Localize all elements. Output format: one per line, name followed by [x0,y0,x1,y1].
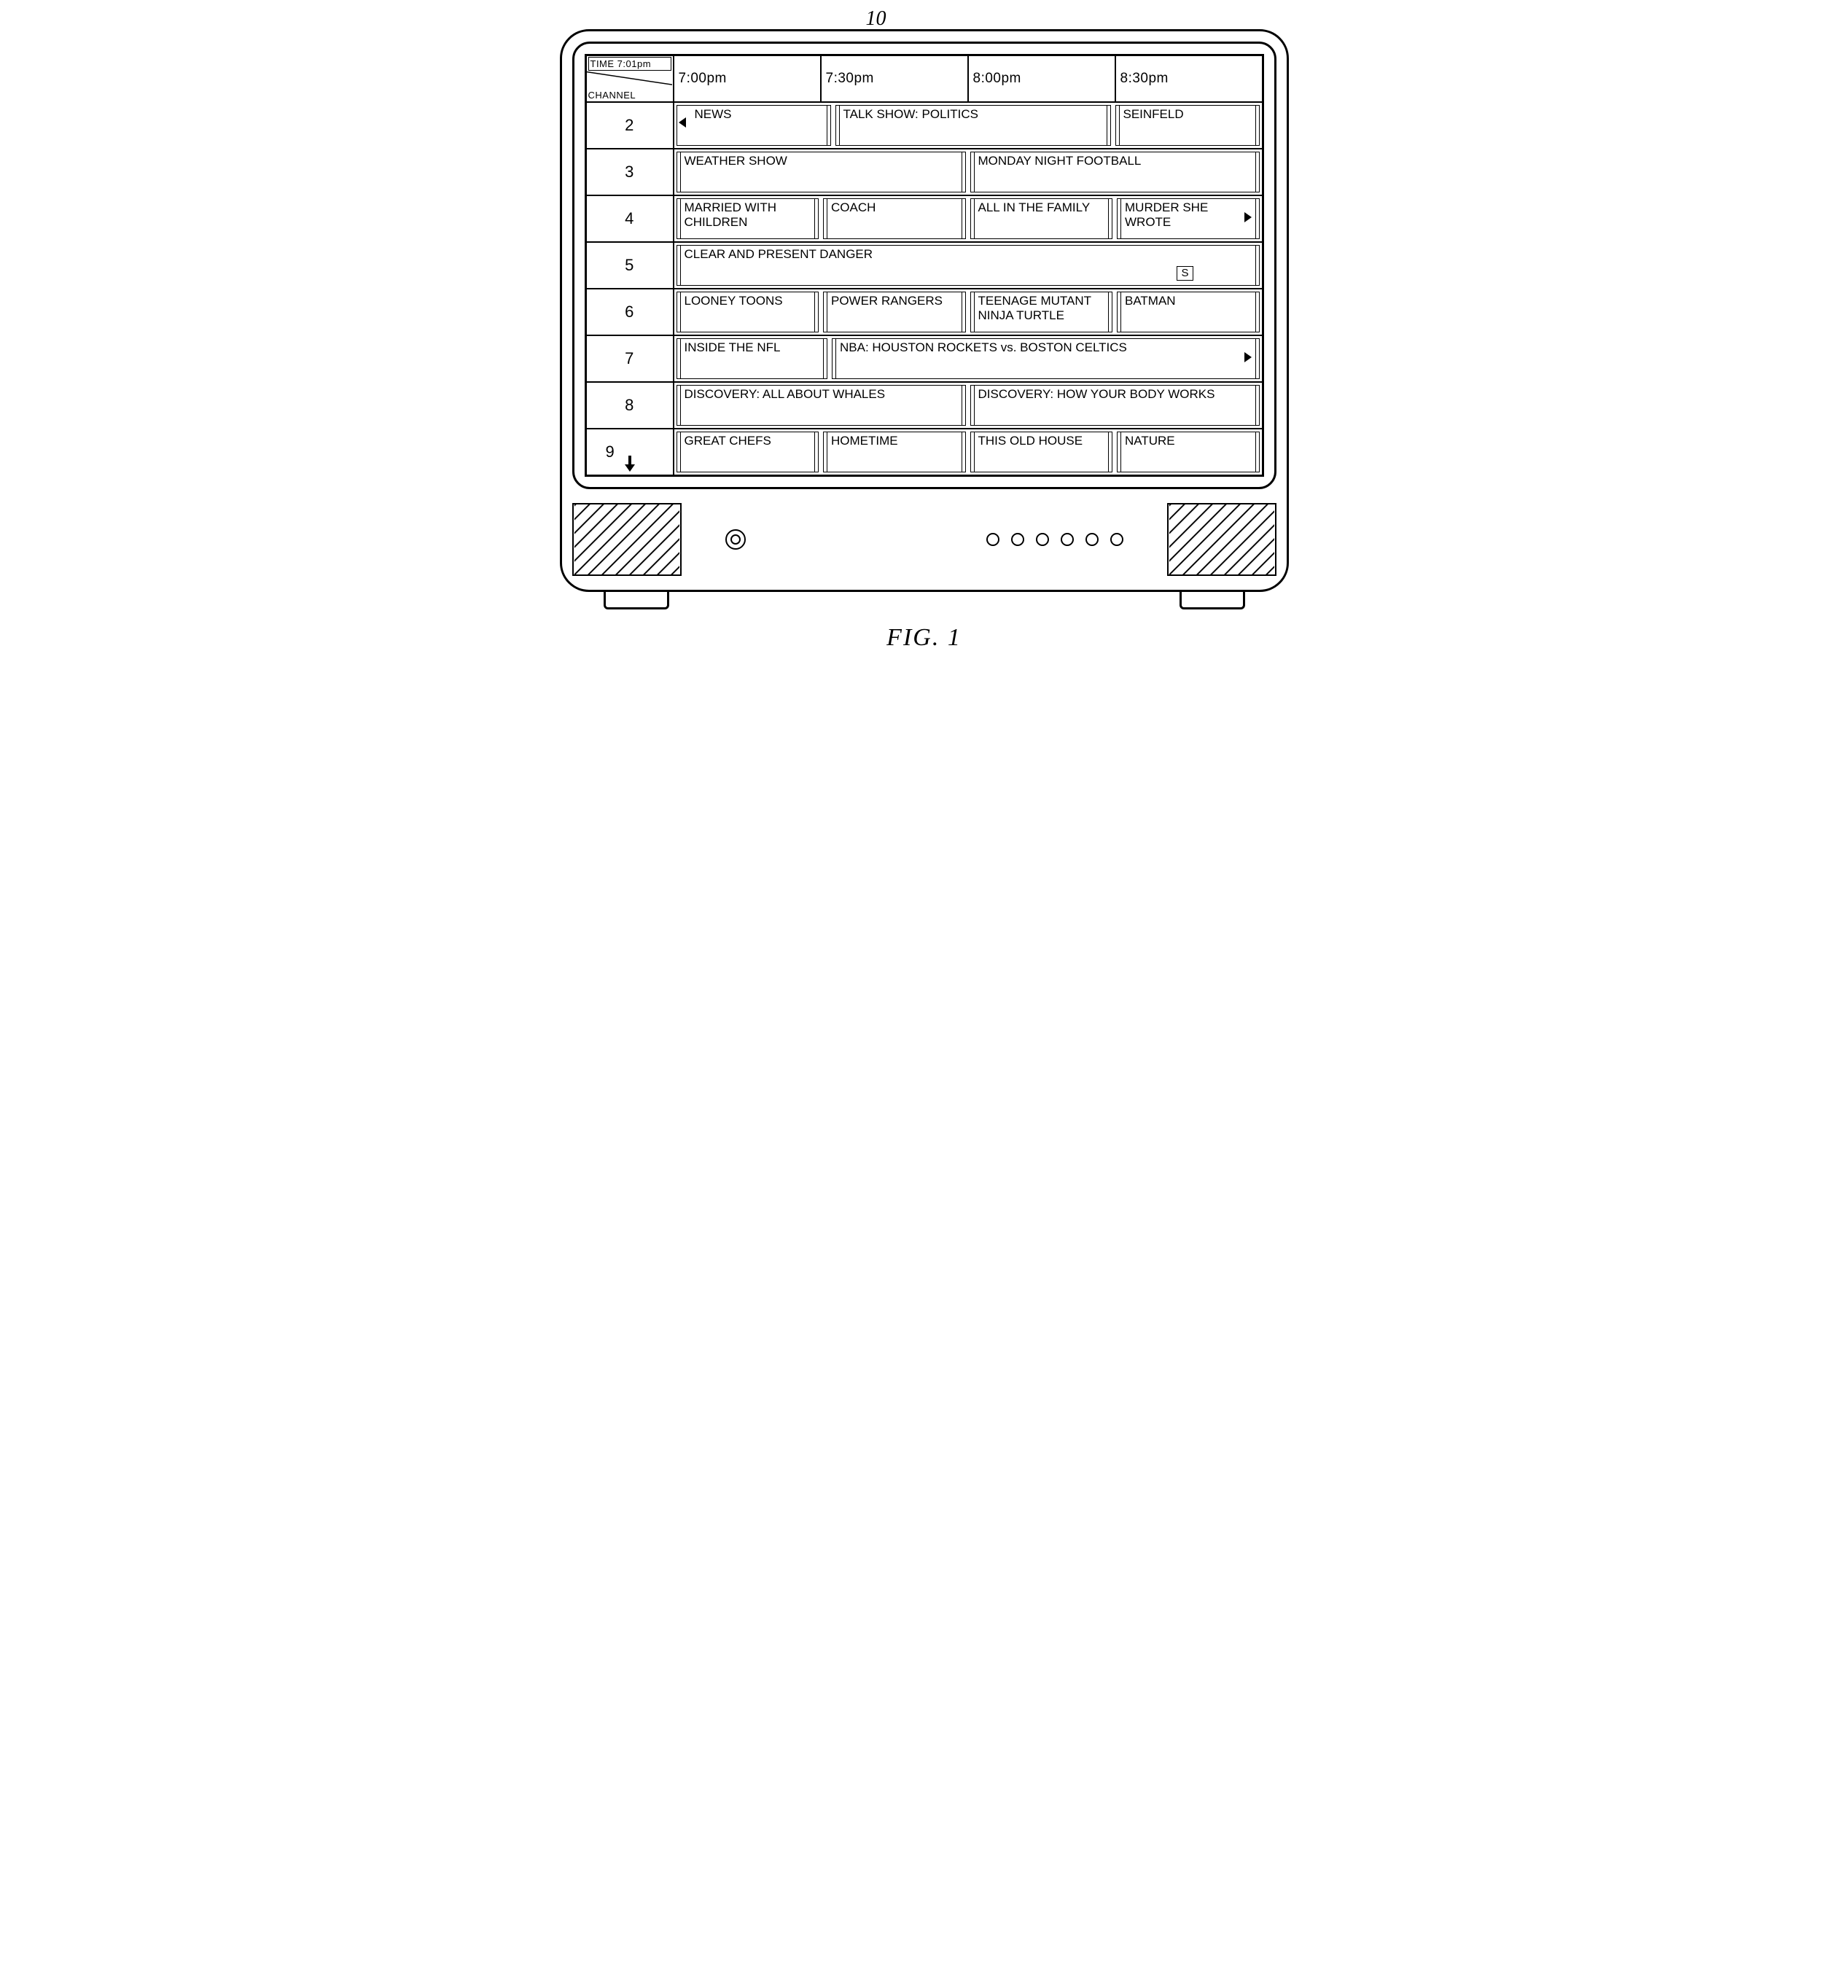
indicator-dot [1036,533,1049,546]
scroll-down-icon[interactable] [625,464,635,472]
channel-row: MARRIED WITH CHILDRENCOACHALL IN THE FAM… [674,195,1263,242]
channel-row: GREAT CHEFSHOMETIMETHIS OLD HOUSENATURE [674,429,1263,475]
continues-left-icon [679,117,686,128]
program-cell[interactable]: CLEAR AND PRESENT DANGERS [677,245,1260,286]
program-cell[interactable]: INSIDE THE NFL [677,338,828,379]
epg-screen: TIME 7:01pm CHANNEL 7:00pm 7:30pm 8:00pm… [585,54,1264,477]
channel-number[interactable]: 6 [586,289,674,335]
program-cell[interactable]: BATMAN [1117,292,1260,332]
channel-number[interactable]: 4 [586,195,674,242]
channel-row: INSIDE THE NFLNBA: HOUSTON ROCKETS vs. B… [674,335,1263,382]
speaker-right [1167,503,1276,576]
program-cell[interactable]: TEENAGE MUTANT NINJA TURTLE [970,292,1113,332]
channel-number[interactable]: 8 [586,382,674,429]
indicator-dot [1110,533,1123,546]
figure-1: 10 TIME 7:01pm CHANNEL 7:00pm 7:30pm [560,29,1289,652]
indicator-dots [986,533,1123,546]
program-cell[interactable]: NBA: HOUSTON ROCKETS vs. BOSTON CELTICS [832,338,1260,379]
indicator-dot [986,533,999,546]
time-channel-corner: TIME 7:01pm CHANNEL [586,55,674,102]
epg-grid: TIME 7:01pm CHANNEL 7:00pm 7:30pm 8:00pm… [586,55,1263,475]
channel-number[interactable]: 2 [586,102,674,149]
speaker-left [572,503,682,576]
program-cell[interactable]: MARRIED WITH CHILDREN [677,198,819,239]
figure-caption: FIG. 1 [560,624,1289,652]
program-cell[interactable]: GREAT CHEFS [677,432,819,472]
panel-controls [703,529,1145,550]
tv-foot-right [1180,590,1245,609]
channel-row: WEATHER SHOWMONDAY NIGHT FOOTBALL [674,149,1263,195]
tv-feet [560,590,1289,609]
program-cell[interactable]: THIS OLD HOUSE [970,432,1113,472]
tv-bezel-inner: TIME 7:01pm CHANNEL 7:00pm 7:30pm 8:00pm… [572,42,1276,489]
time-slot-3: 8:30pm [1115,55,1263,102]
program-cell[interactable]: HOMETIME [823,432,966,472]
program-cell[interactable]: DISCOVERY: ALL ABOUT WHALES [677,385,966,426]
channel-row: NEWSTALK SHOW: POLITICSSEINFELD [674,102,1263,149]
indicator-dot [1061,533,1074,546]
channel-axis-label: CHANNEL [588,90,636,101]
time-slot-1: 7:30pm [821,55,968,102]
channel-row: CLEAR AND PRESENT DANGERS [674,242,1263,289]
continues-right-icon [1244,352,1252,362]
channel-number[interactable]: 3 [586,149,674,195]
indicator-dot [1011,533,1024,546]
channel-row: LOONEY TOONSPOWER RANGERSTEENAGE MUTANT … [674,289,1263,335]
program-cell[interactable]: MONDAY NIGHT FOOTBALL [970,152,1260,192]
tv-front-panel [572,499,1276,580]
channel-number[interactable]: 9 [586,429,674,475]
tv-bezel-outer: TIME 7:01pm CHANNEL 7:00pm 7:30pm 8:00pm… [560,29,1289,592]
time-slot-0: 7:00pm [674,55,821,102]
program-cell[interactable]: LOONEY TOONS [677,292,819,332]
program-cell[interactable]: COACH [823,198,966,239]
indicator-dot [1085,533,1099,546]
time-slot-2: 8:00pm [968,55,1115,102]
program-cell[interactable]: MURDER SHE WROTE [1117,198,1260,239]
program-cell[interactable]: SEINFELD [1115,105,1260,146]
program-cell[interactable]: NATURE [1117,432,1260,472]
program-cell[interactable]: NEWS [677,105,831,146]
channel-row: DISCOVERY: ALL ABOUT WHALESDISCOVERY: HO… [674,382,1263,429]
program-cell[interactable]: DISCOVERY: HOW YOUR BODY WORKS [970,385,1260,426]
power-knob[interactable] [725,529,746,550]
reference-number: 10 [866,7,886,31]
program-cell[interactable]: TALK SHOW: POLITICS [835,105,1111,146]
tv-foot-left [604,590,669,609]
stereo-badge: S [1177,266,1193,281]
program-cell[interactable]: POWER RANGERS [823,292,966,332]
continues-right-icon [1244,212,1252,222]
channel-number[interactable]: 5 [586,242,674,289]
channel-number[interactable]: 7 [586,335,674,382]
program-cell[interactable]: ALL IN THE FAMILY [970,198,1113,239]
program-cell[interactable]: WEATHER SHOW [677,152,966,192]
